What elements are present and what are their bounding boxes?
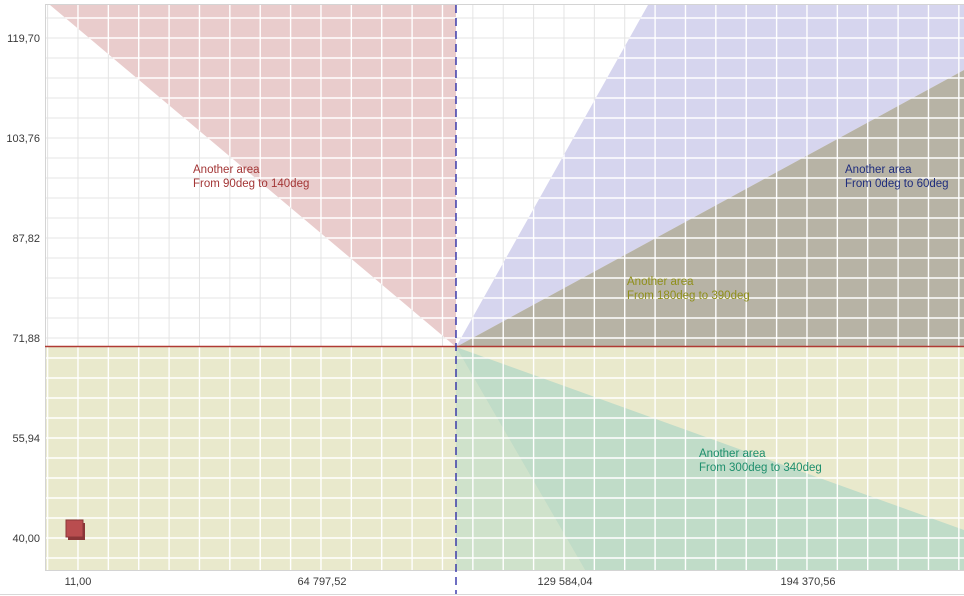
sector-90-140deg-area[interactable]: [50, 5, 456, 347]
area-label-line: Another area: [845, 164, 912, 176]
area-label-90-140: Another area From 90deg to 140deg: [193, 164, 309, 190]
x-tick-label: 194 370,56: [780, 576, 835, 588]
y-tick-label: 119,70: [7, 33, 40, 45]
area-label-line: From 90deg to 140deg: [193, 178, 309, 190]
data-point-marker[interactable]: [65, 519, 85, 540]
y-tick-label: 103,76: [6, 133, 40, 145]
area-label-line: From 0deg to 60deg: [845, 178, 949, 190]
y-tick-label: 55,94: [12, 433, 40, 445]
area-label-180-390: Another area From 180deg to 390deg: [627, 276, 750, 302]
y-tick-label: 87,82: [12, 233, 40, 245]
area-label-line: Another area: [699, 448, 766, 460]
x-tick-label: 64 797,52: [298, 576, 347, 588]
area-label-line: Another area: [627, 276, 694, 288]
x-tick-label: 11,00: [65, 576, 92, 588]
plot-borders: [45, 4, 964, 571]
area-label-0-60: Another area From 0deg to 60deg: [845, 164, 949, 190]
area-label-line: From 180deg to 390deg: [627, 290, 750, 302]
marker-square[interactable]: [65, 519, 84, 538]
y-tick-label: 71,88: [12, 333, 40, 345]
y-axis: 119,70 103,76 87,82 71,88 55,94 40,00: [6, 33, 40, 545]
area-label-line: Another area: [193, 164, 260, 176]
x-axis: 11,00 64 797,52 129 584,04 194 370,56: [65, 576, 836, 588]
x-tick-label: 129 584,04: [537, 576, 592, 588]
area-label-line: From 300deg to 340deg: [699, 462, 822, 474]
area-label-300-340: Another area From 300deg to 340deg: [699, 448, 822, 474]
y-tick-label: 40,00: [12, 533, 40, 545]
